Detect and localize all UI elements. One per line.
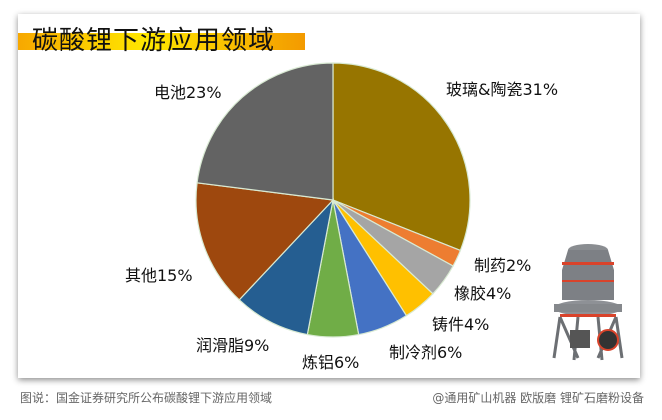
label-glass-ceramics: 玻璃&陶瓷31% bbox=[446, 80, 559, 99]
pie-slice-7 bbox=[195, 182, 335, 301]
figure-caption: 图说：国金证券研究所公布碳酸锂下游应用领域 bbox=[20, 391, 273, 405]
label-casting: 铸件4% bbox=[432, 315, 490, 334]
label-aluminum: 炼铝6% bbox=[302, 353, 360, 372]
pie-slice-0 bbox=[332, 62, 471, 252]
grinding-mill-image bbox=[552, 244, 624, 361]
credit-text: @通用矿山机器 欧版磨 锂矿石磨粉设备 bbox=[432, 391, 644, 405]
label-grease: 润滑脂9% bbox=[196, 336, 270, 355]
pie-slice-8 bbox=[196, 62, 334, 201]
label-pharma: 制药2% bbox=[474, 256, 532, 275]
label-rubber: 橡胶4% bbox=[454, 284, 512, 303]
label-other: 其他15% bbox=[125, 266, 193, 285]
label-battery: 电池23% bbox=[154, 83, 222, 102]
label-refrigerant: 制冷剂6% bbox=[389, 343, 463, 362]
title-highlight-bar bbox=[18, 33, 305, 50]
chart-title: 碳酸锂下游应用领域 bbox=[32, 26, 276, 56]
